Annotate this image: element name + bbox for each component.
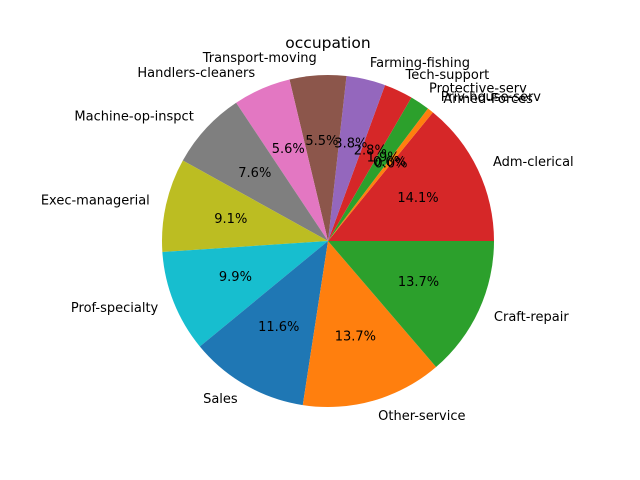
category-label-machine-op-inspct: Machine-op-inspct — [74, 110, 193, 125]
pct-label-tech-support: 2.8% — [354, 143, 387, 158]
slice-farming-fishing — [328, 76, 386, 241]
slice-priv-house-serv — [328, 108, 433, 241]
slice-prof-specialty — [162, 241, 328, 347]
category-label-adm-clerical: Adm-clerical — [493, 155, 574, 170]
pct-label-sales: 11.6% — [258, 320, 299, 335]
pct-label-transport-moving: 5.5% — [305, 134, 338, 149]
slices-layer — [161, 74, 494, 407]
slice-protective-serv — [328, 97, 428, 241]
pct-label-armed-forces: 0.0% — [374, 156, 407, 171]
pct-label-machine-op-inspct: 7.6% — [238, 166, 271, 181]
category-label-tech-support: Tech-support — [405, 68, 490, 83]
category-labels-layer: Adm-clericalArmed-ForcesPriv-house-servP… — [41, 51, 574, 424]
pct-label-adm-clerical: 14.1% — [397, 191, 438, 206]
slice-exec-managerial — [161, 160, 328, 252]
category-label-farming-fishing: Farming-fishing — [370, 56, 470, 71]
category-label-armed-forces: Armed-Forces — [443, 92, 533, 107]
pct-label-protective-serv: 1.9% — [367, 151, 400, 166]
category-label-priv-house-serv: Priv-house-serv — [441, 90, 542, 105]
slice-other-service — [302, 241, 437, 407]
pct-label-farming-fishing: 3.8% — [334, 137, 367, 152]
pct-label-handlers-cleaners: 5.6% — [272, 142, 305, 157]
category-label-protective-serv: Protective-serv — [429, 81, 527, 96]
category-label-sales: Sales — [203, 392, 238, 407]
slice-transport-moving — [289, 74, 347, 242]
category-label-other-service: Other-service — [378, 409, 465, 424]
slice-tech-support — [328, 85, 412, 241]
chart-title: occupation — [285, 34, 370, 52]
pct-label-other-service: 13.7% — [335, 329, 376, 344]
category-label-handlers-cleaners: Handlers-cleaners — [137, 66, 255, 81]
slice-craft-repair — [328, 241, 494, 367]
pct-label-prof-specialty: 9.9% — [219, 270, 252, 285]
pct-label-craft-repair: 13.7% — [398, 275, 439, 290]
category-label-prof-specialty: Prof-specialty — [71, 301, 159, 316]
slice-handlers-cleaners — [236, 79, 328, 241]
category-label-exec-managerial: Exec-managerial — [41, 194, 150, 209]
category-label-craft-repair: Craft-repair — [494, 310, 569, 325]
pct-label-priv-house-serv: 0.6% — [373, 155, 406, 170]
percent-labels-layer: 14.1% 0.0%0.6%1.9%2.8%3.8%5.5%5.6%7.6% 9.1… — [214, 134, 439, 344]
pct-label-exec-managerial: 9.1% — [214, 212, 247, 227]
slice-sales — [199, 241, 328, 406]
slice-adm-clerical — [328, 112, 494, 241]
slice-machine-op-inspct — [182, 102, 328, 242]
category-label-transport-moving: Transport-moving — [202, 51, 317, 66]
